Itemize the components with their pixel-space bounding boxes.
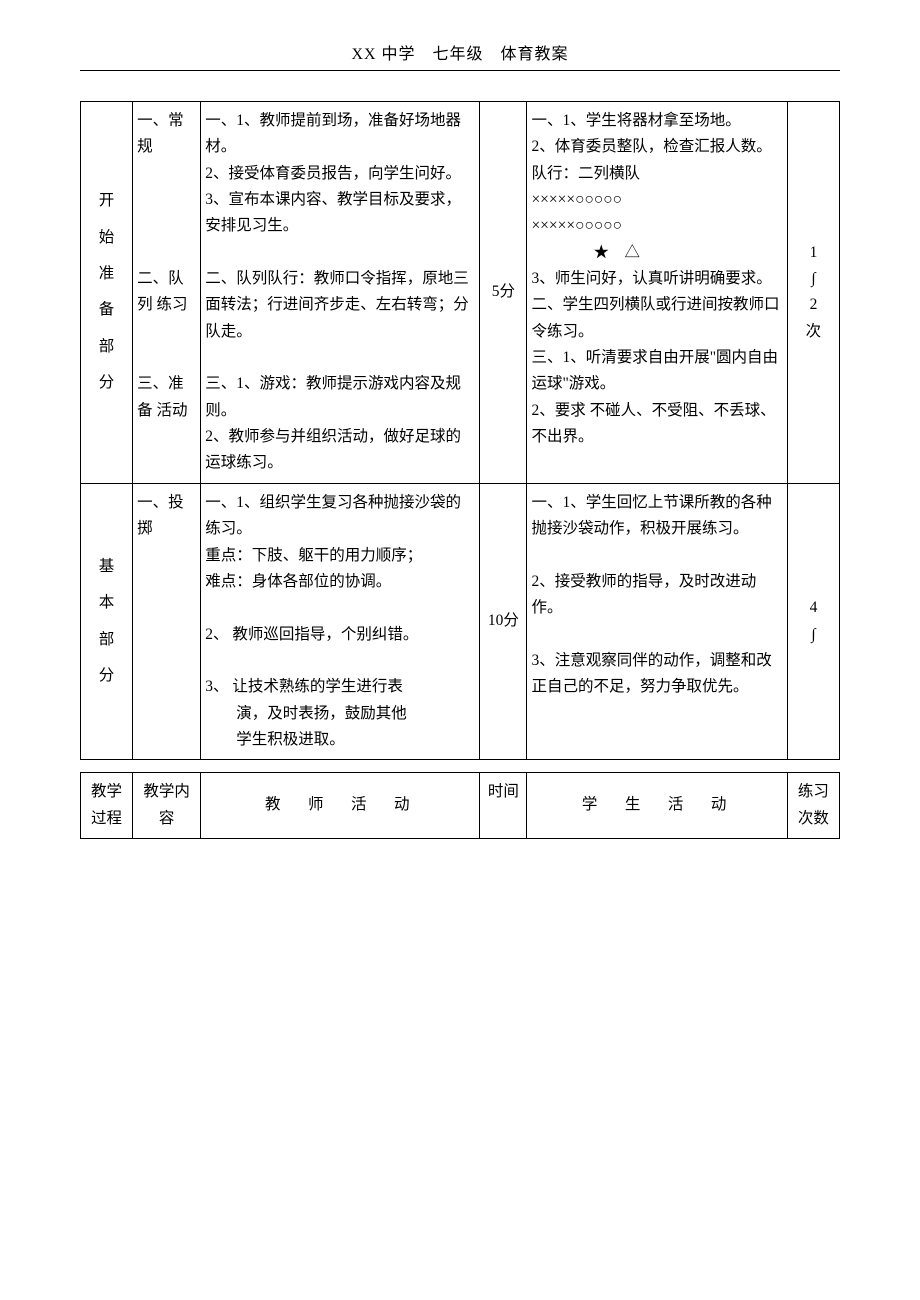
- content-cell: 一、投掷: [133, 483, 201, 759]
- teacher-activity-cell: 一、1、组织学生复习各种抛接沙袋的练习。 重点：下肢、躯干的用力顺序； 难点：身…: [201, 483, 480, 759]
- page-header: XX 中学 七年级 体育教案: [80, 40, 840, 71]
- reps-cell: 4 ∫: [787, 483, 839, 759]
- col-header: 教 师 活 动: [201, 773, 480, 839]
- section-label-basic: 基 本 部 分: [81, 483, 133, 759]
- table-row: 基 本 部 分 一、投掷 一、1、组织学生复习各种抛接沙袋的练习。 重点：下肢、…: [81, 483, 840, 759]
- col-header: 练习次数: [787, 773, 839, 839]
- col-header: 时间: [480, 773, 527, 839]
- content-cell: 一、常规 二、队列 练习 三、准备 活动: [133, 102, 201, 484]
- table-row: 教学过程 教学内容 教 师 活 动 时间 学 生 活 动 练习次数: [81, 773, 840, 839]
- student-activity-cell: 一、1、学生将器材拿至场地。 2、体育委员整队，检查汇报人数。队行：二列横队 ×…: [527, 102, 787, 484]
- col-header: 教学内容: [133, 773, 201, 839]
- section-label-prep: 开 始 准 备 部 分: [81, 102, 133, 484]
- main-table: 开 始 准 备 部 分 一、常规 二、队列 练习 三、准备 活动 一、1、教师提…: [80, 101, 840, 760]
- col-header: 学 生 活 动: [527, 773, 787, 839]
- student-activity-cell: 一、1、学生回忆上节课所教的各种抛接沙袋动作，积极开展练习。 2、接受教师的指导…: [527, 483, 787, 759]
- teacher-activity-cell: 一、1、教师提前到场，准备好场地器材。 2、接受体育委员报告，向学生问好。 3、…: [201, 102, 480, 484]
- reps-cell: 1 ∫ 2 次: [787, 102, 839, 484]
- table-row: 开 始 准 备 部 分 一、常规 二、队列 练习 三、准备 活动 一、1、教师提…: [81, 102, 840, 484]
- time-cell: 10分: [480, 483, 527, 759]
- time-cell: 5分: [480, 102, 527, 484]
- col-header: 教学过程: [81, 773, 133, 839]
- header-table: 教学过程 教学内容 教 师 活 动 时间 学 生 活 动 练习次数: [80, 772, 840, 839]
